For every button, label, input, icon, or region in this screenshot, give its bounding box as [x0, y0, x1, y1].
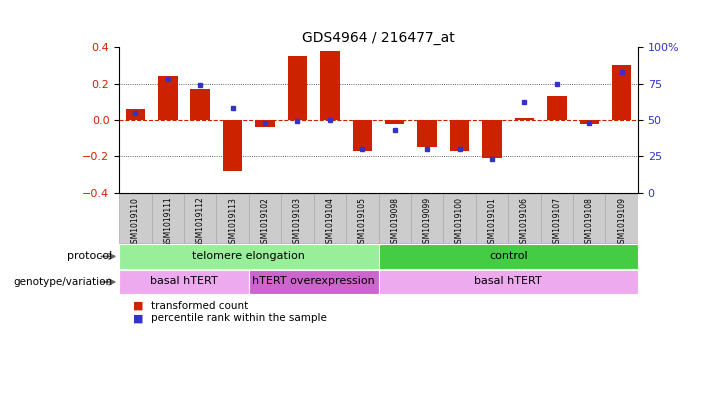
Bar	[287, 56, 307, 120]
Text: GSM1019109: GSM1019109	[617, 196, 626, 248]
Text: GSM1019101: GSM1019101	[487, 196, 496, 248]
Text: GSM1019102: GSM1019102	[261, 196, 270, 248]
Bar	[125, 109, 145, 120]
Bar	[606, 194, 638, 242]
Bar	[346, 194, 379, 242]
Bar	[482, 120, 502, 158]
Bar	[476, 194, 508, 242]
Text: GSM1019103: GSM1019103	[293, 196, 302, 248]
Bar	[151, 194, 184, 242]
Bar	[450, 120, 470, 151]
Bar	[540, 194, 573, 242]
Text: transformed count: transformed count	[151, 301, 248, 311]
Bar	[255, 120, 275, 127]
Text: control: control	[489, 251, 528, 261]
Bar	[379, 244, 638, 269]
Text: basal hTERT: basal hTERT	[475, 276, 542, 286]
Bar	[580, 120, 599, 123]
Bar	[379, 270, 638, 294]
Text: GSM1019098: GSM1019098	[390, 196, 400, 248]
Text: percentile rank within the sample: percentile rank within the sample	[151, 313, 327, 323]
Bar	[158, 76, 177, 120]
Bar	[418, 120, 437, 147]
Text: GSM1019107: GSM1019107	[552, 196, 562, 248]
Bar	[119, 194, 151, 242]
Text: hTERT overexpression: hTERT overexpression	[252, 276, 375, 286]
Text: protocol: protocol	[67, 252, 112, 261]
Bar	[119, 270, 249, 294]
Bar	[508, 194, 540, 242]
Bar	[573, 194, 606, 242]
Bar	[281, 194, 314, 242]
Text: basal hTERT: basal hTERT	[150, 276, 218, 286]
Bar	[249, 194, 281, 242]
Bar	[249, 270, 379, 294]
Title: GDS4964 / 216477_at: GDS4964 / 216477_at	[302, 31, 455, 45]
Bar	[119, 244, 379, 269]
Bar	[320, 51, 340, 120]
Text: GSM1019110: GSM1019110	[131, 196, 140, 248]
Bar	[353, 120, 372, 151]
Text: ■: ■	[133, 313, 144, 323]
Text: ■: ■	[133, 301, 144, 311]
Bar	[547, 96, 566, 120]
Text: telomere elongation: telomere elongation	[192, 251, 306, 261]
Bar	[314, 194, 346, 242]
Bar	[612, 65, 632, 120]
Bar	[444, 194, 476, 242]
Bar	[217, 194, 249, 242]
Text: GSM1019113: GSM1019113	[228, 196, 237, 248]
Text: GSM1019099: GSM1019099	[423, 196, 432, 248]
Text: GSM1019106: GSM1019106	[520, 196, 529, 248]
Bar	[223, 120, 243, 171]
Text: GSM1019104: GSM1019104	[325, 196, 334, 248]
Text: GSM1019108: GSM1019108	[585, 196, 594, 248]
Bar	[184, 194, 217, 242]
Bar	[191, 89, 210, 120]
Text: genotype/variation: genotype/variation	[13, 277, 112, 287]
Text: GSM1019111: GSM1019111	[163, 196, 172, 248]
Text: GSM1019112: GSM1019112	[196, 196, 205, 248]
Bar	[379, 194, 411, 242]
Text: GSM1019100: GSM1019100	[455, 196, 464, 248]
Text: GSM1019105: GSM1019105	[358, 196, 367, 248]
Bar	[411, 194, 444, 242]
Bar	[385, 120, 404, 123]
Bar	[515, 118, 534, 120]
